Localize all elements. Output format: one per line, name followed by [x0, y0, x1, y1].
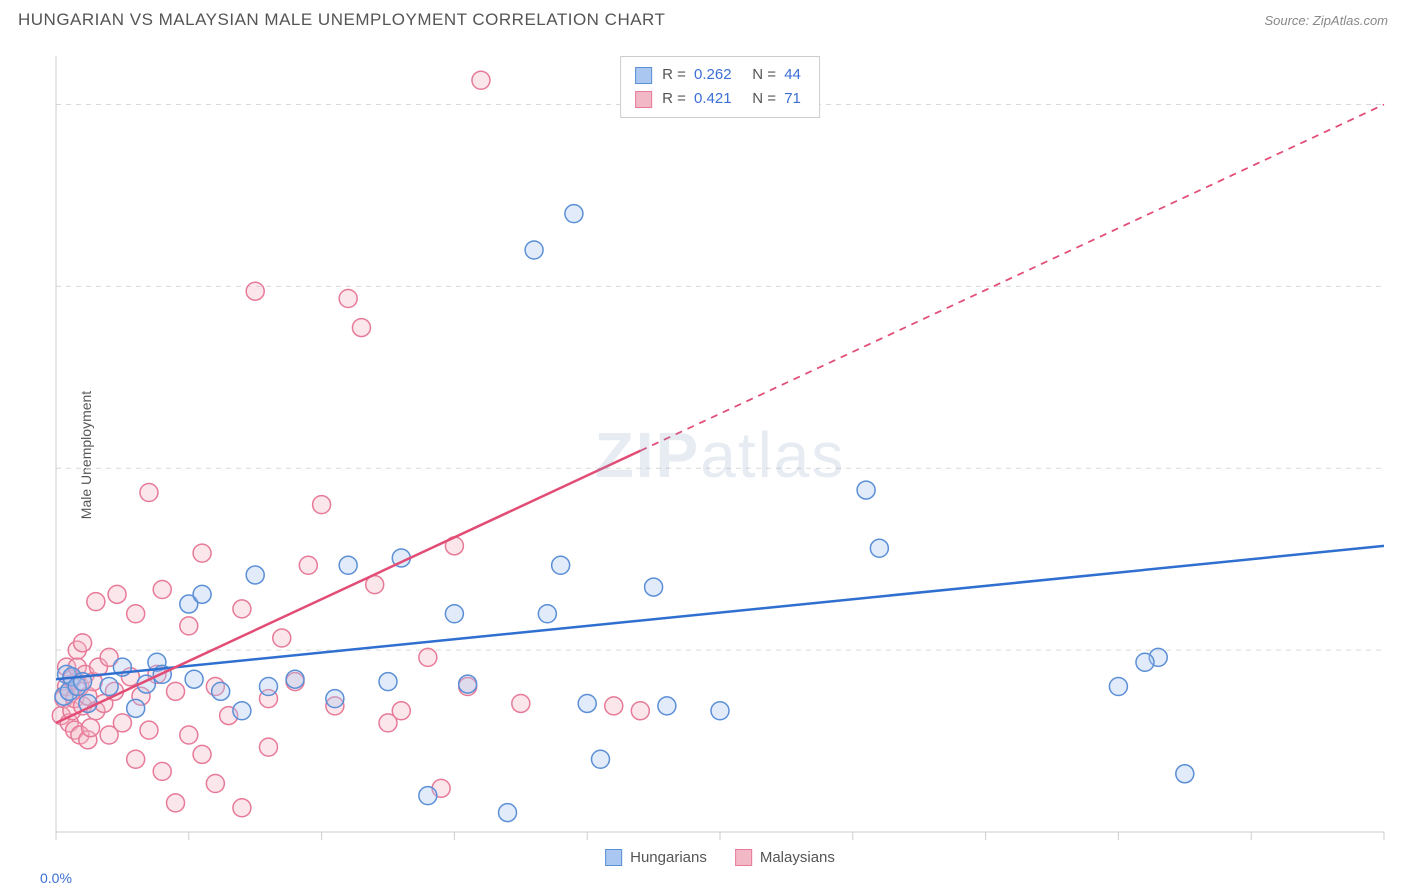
- legend-row: R = 0.421 N = 71: [635, 87, 805, 111]
- legend-item: Malaysians: [735, 849, 835, 866]
- plot-area: ZIPatlas R = 0.262 N = 44 R = 0.421: [50, 50, 1390, 860]
- chart-title: HUNGARIAN VS MALAYSIAN MALE UNEMPLOYMENT…: [18, 10, 665, 30]
- swatch-icon: [605, 849, 622, 866]
- chart-container: Male Unemployment ZIPatlas R = 0.262 N =…: [50, 50, 1390, 860]
- swatch-icon: [635, 91, 652, 108]
- swatch-icon: [635, 67, 652, 84]
- correlation-legend: R = 0.262 N = 44 R = 0.421 N = 71: [620, 56, 820, 118]
- legend-item: Hungarians: [605, 849, 707, 866]
- swatch-icon: [735, 849, 752, 866]
- legend-label: Malaysians: [760, 849, 835, 866]
- x-origin-label: 0.0%: [40, 870, 72, 886]
- series-legend: Hungarians Malaysians: [605, 849, 835, 866]
- header: HUNGARIAN VS MALAYSIAN MALE UNEMPLOYMENT…: [0, 0, 1406, 30]
- legend-label: Hungarians: [630, 849, 707, 866]
- source-label: Source: ZipAtlas.com: [1264, 13, 1388, 28]
- legend-row: R = 0.262 N = 44: [635, 63, 805, 87]
- scatter-chart: [50, 50, 1390, 860]
